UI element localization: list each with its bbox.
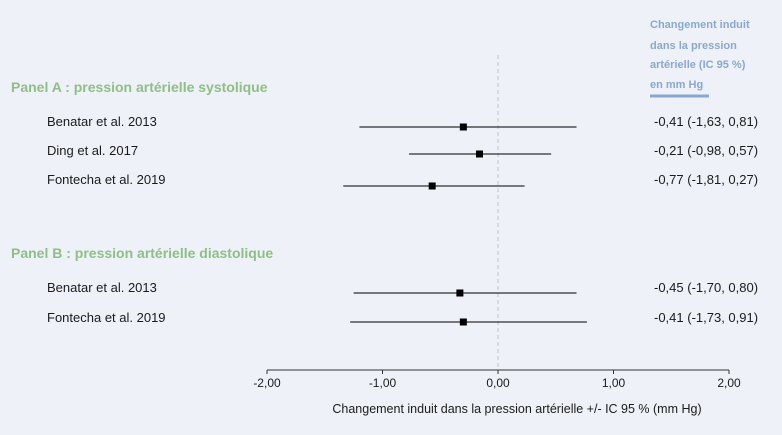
x-tick-label: -1,00 [369, 376, 397, 390]
column-header-line: dans la pression [650, 40, 737, 52]
x-tick-label: -2,00 [253, 376, 281, 390]
x-tick-label: 0,00 [486, 376, 510, 390]
x-tick-label: 2,00 [717, 376, 741, 390]
panel-title: Panel A : pression artérielle systolique [11, 79, 268, 95]
panel-title: Panel B : pression artérielle diastoliqu… [11, 245, 273, 261]
ci-value-label: -0,45 (-1,70, 0,80) [654, 280, 758, 295]
column-header-line: Changement induit [650, 19, 750, 31]
column-header-line: en mm Hg [650, 79, 703, 91]
study-label: Benatar et al. 2013 [47, 114, 157, 129]
point-estimate-marker [428, 182, 436, 190]
ci-value-label: -0,21 (-0,98, 0,57) [654, 143, 758, 158]
x-tick-label: 1,00 [602, 376, 626, 390]
column-header-line: artérielle (IC 95 %) [650, 59, 746, 71]
ci-value-label: -0,41 (-1,73, 0,91) [654, 310, 758, 325]
study-label: Benatar et al. 2013 [47, 280, 157, 295]
point-estimate-marker [459, 318, 467, 326]
point-estimate-marker [456, 289, 464, 297]
study-label: Fontecha et al. 2019 [47, 172, 166, 187]
study-label: Fontecha et al. 2019 [47, 310, 166, 325]
ci-value-label: -0,41 (-1,63, 0,81) [654, 114, 758, 129]
x-axis-title: Changement induit dans la pression artér… [332, 402, 701, 416]
point-estimate-marker [459, 123, 467, 131]
ci-value-label: -0,77 (-1,81, 0,27) [654, 172, 758, 187]
study-label: Ding et al. 2017 [47, 143, 138, 158]
point-estimate-marker [476, 150, 484, 158]
